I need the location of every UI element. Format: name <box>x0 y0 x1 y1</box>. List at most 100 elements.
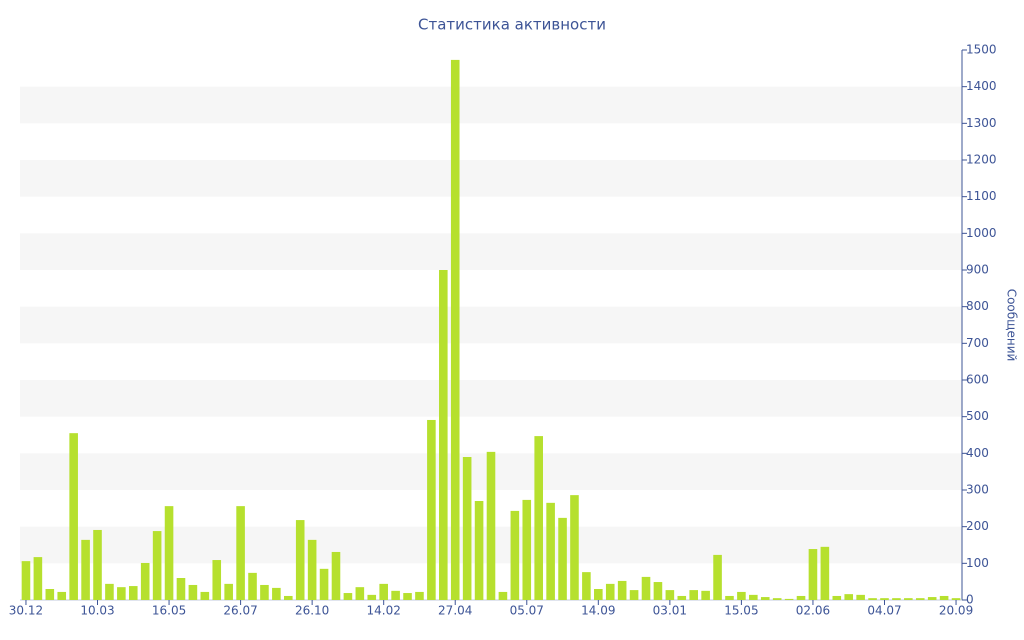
bar <box>915 598 925 600</box>
bar <box>260 584 269 600</box>
bar <box>582 572 591 600</box>
y-tick-label: 800 <box>966 299 989 313</box>
x-tick-label: 15.05 <box>724 604 758 618</box>
y-axis-label: Сообщений <box>1005 289 1019 362</box>
bar <box>117 587 126 600</box>
bar <box>283 595 293 600</box>
bar <box>200 591 210 600</box>
bar <box>605 583 615 600</box>
bar <box>892 598 901 600</box>
y-tick-label: 1500 <box>966 43 997 57</box>
y-tick-label: 900 <box>966 263 989 277</box>
bar <box>450 59 460 600</box>
bar <box>832 595 842 600</box>
bar <box>164 506 174 600</box>
bar <box>140 562 150 600</box>
chart-title: Статистика активности <box>418 16 606 34</box>
bar <box>427 419 436 600</box>
y-tick-label: 1300 <box>966 116 997 130</box>
bar <box>725 595 734 600</box>
bar <box>617 580 627 600</box>
bar <box>355 587 365 600</box>
bar <box>737 591 746 600</box>
bar <box>629 590 639 600</box>
bar <box>152 531 162 600</box>
x-tick-label: 14.02 <box>367 604 401 618</box>
bar <box>749 594 758 600</box>
y-tick-label: 700 <box>966 336 989 350</box>
x-tick-label: 10.03 <box>80 604 114 618</box>
bar <box>713 554 722 600</box>
bar <box>534 436 543 600</box>
bar <box>439 270 448 600</box>
bar <box>236 506 245 600</box>
y-tick-label: 200 <box>966 519 989 533</box>
y-tick-label: 1000 <box>966 226 997 240</box>
bar <box>868 598 877 600</box>
x-tick-label: 27.04 <box>438 604 472 618</box>
y-tick-label: 600 <box>966 373 989 387</box>
bar <box>272 587 281 600</box>
y-tick-label: 1400 <box>966 79 997 93</box>
bar <box>939 595 949 600</box>
x-tick-label: 02.06 <box>796 604 830 618</box>
x-tick-label: 26.10 <box>295 604 329 618</box>
bar <box>522 499 532 600</box>
bar <box>45 589 55 600</box>
bar <box>570 495 579 600</box>
y-tick-label: 100 <box>966 556 989 570</box>
bar <box>904 598 913 600</box>
bar <box>105 583 114 600</box>
x-tick-label: 14.09 <box>581 604 615 618</box>
y-tick-label: 1100 <box>966 189 997 203</box>
bar <box>796 595 806 600</box>
bar <box>677 595 687 600</box>
bar <box>772 598 782 600</box>
bar <box>701 590 710 600</box>
y-tick-label: 0 <box>966 593 974 607</box>
bar <box>689 590 699 600</box>
bar <box>128 586 138 600</box>
bar <box>93 529 102 600</box>
bar <box>594 589 603 600</box>
bar <box>21 561 31 600</box>
x-tick-label: 05.07 <box>510 604 544 618</box>
grid-band <box>20 86 962 124</box>
bar <box>331 551 341 600</box>
bar <box>820 546 830 600</box>
bar <box>176 578 186 600</box>
x-tick-label: 03.01 <box>653 604 687 618</box>
bar <box>307 539 317 600</box>
bar <box>760 597 770 600</box>
bar <box>367 594 377 600</box>
bar <box>343 593 353 600</box>
bar <box>462 457 472 600</box>
bar <box>546 502 555 600</box>
bar <box>641 576 651 600</box>
bar <box>295 520 305 600</box>
bar <box>927 597 937 600</box>
bar <box>403 593 412 600</box>
bar <box>856 594 865 600</box>
x-tick-label: 26.07 <box>223 604 257 618</box>
bar <box>808 549 818 600</box>
bar <box>188 584 198 600</box>
bar <box>224 583 233 600</box>
y-tick-label: 1200 <box>966 153 997 167</box>
bar <box>498 591 508 600</box>
x-tick-label: 30.12 <box>9 604 43 618</box>
bar <box>951 598 961 600</box>
y-tick-label: 500 <box>966 409 989 423</box>
bar <box>880 598 889 600</box>
bar <box>248 572 257 600</box>
grid-band <box>20 380 962 417</box>
grid-band <box>20 160 962 197</box>
bar <box>33 557 43 600</box>
bar <box>81 539 90 600</box>
x-tick-label: 04.07 <box>867 604 901 618</box>
bar <box>319 568 329 600</box>
bar <box>844 594 854 600</box>
bar <box>510 510 520 600</box>
bar <box>558 517 567 600</box>
